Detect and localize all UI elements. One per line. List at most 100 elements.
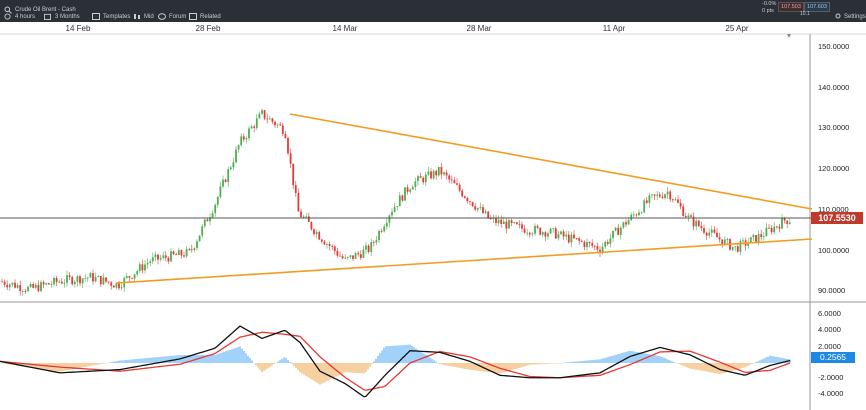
candle-body: [151, 257, 154, 262]
histogram-bar: [129, 359, 131, 363]
histogram-bar: [729, 363, 731, 372]
histogram-bar: [401, 345, 403, 363]
candle-body: [606, 241, 609, 244]
candle-body: [570, 234, 573, 243]
histogram-bar: [299, 363, 301, 373]
histogram-bar: [739, 363, 741, 369]
forum-button[interactable]: Forum: [158, 12, 186, 22]
candle-body: [42, 282, 45, 285]
timeframe-dropdown[interactable]: 4 hours: [4, 12, 35, 22]
histogram-bar: [183, 355, 185, 363]
histogram-bar: [355, 363, 357, 373]
histogram-bar: [185, 355, 187, 363]
related-button[interactable]: Related: [189, 12, 221, 22]
histogram-bar: [751, 363, 753, 365]
histogram-bar: [349, 363, 351, 373]
candle-body: [716, 232, 718, 238]
histogram-bar: [609, 356, 611, 363]
candle-body: [697, 220, 700, 227]
candle-body: [567, 234, 570, 243]
candle-body: [456, 183, 458, 185]
histogram-bar: [149, 357, 151, 363]
histogram-bar: [353, 363, 355, 373]
settings-button[interactable]: Settings: [835, 12, 866, 22]
candle-body: [773, 226, 776, 233]
candle-body: [742, 240, 744, 242]
candle-body: [346, 256, 349, 258]
histogram-bar: [125, 359, 127, 363]
candle-body: [261, 110, 263, 114]
candle-body: [3, 281, 6, 285]
upper-trendline[interactable]: [289, 113, 813, 210]
candle-body: [755, 235, 757, 243]
candle-body: [463, 196, 466, 198]
candle-body: [167, 257, 170, 262]
histogram-bar: [261, 363, 263, 373]
instrument-selector[interactable]: Crude Oil Brent - Cash: [4, 5, 76, 15]
date-tick-25-apr: 25 Apr: [725, 24, 748, 33]
candle-body: [60, 281, 63, 284]
candle-body: [385, 222, 388, 227]
candle-body: [604, 241, 607, 247]
candle-body: [609, 238, 612, 244]
lower-trendline[interactable]: [115, 238, 813, 284]
date-tick-14-mar: 14 Mar: [333, 24, 358, 33]
histogram-bar: [647, 354, 649, 363]
histogram-bar: [771, 355, 773, 363]
candle-body: [159, 257, 162, 260]
buy-button[interactable]: 107.603: [804, 2, 830, 12]
candle-body: [211, 213, 214, 218]
histogram-bar: [217, 353, 219, 363]
histogram-bar: [169, 355, 171, 363]
candle-body: [479, 207, 482, 208]
candle-body: [632, 214, 635, 216]
mid-button[interactable]: Mid: [133, 12, 154, 22]
range-dropdown[interactable]: 3 Months: [44, 12, 80, 22]
candle-body: [703, 228, 705, 233]
histogram-bar: [255, 363, 257, 366]
histogram-bar: [455, 363, 457, 368]
candle-body: [112, 285, 115, 288]
candle-body: [586, 242, 588, 248]
candle-body: [222, 179, 224, 187]
histogram-bar: [599, 359, 601, 363]
histogram-bar: [607, 357, 609, 363]
candle-body: [484, 211, 487, 214]
histogram-bar: [307, 363, 309, 378]
templates-icon: [92, 12, 100, 20]
candle-body: [705, 232, 708, 236]
sell-button[interactable]: 107.503: [778, 2, 804, 12]
candle-body: [505, 221, 508, 229]
date-tick-28-feb: 28 Feb: [196, 24, 221, 33]
histogram-bar: [367, 363, 369, 370]
candle-body: [523, 228, 526, 233]
candle-body: [448, 175, 451, 180]
histogram-bar: [381, 350, 383, 363]
candle-body: [419, 176, 422, 178]
instrument-name: Crude Oil Brent - Cash: [15, 7, 76, 13]
candle-body: [718, 237, 721, 240]
histogram-bar: [93, 363, 95, 366]
candle-body: [583, 241, 586, 248]
histogram-bar: [663, 357, 665, 363]
histogram-bar: [27, 363, 29, 368]
histogram-bar: [219, 353, 221, 363]
histogram-bar: [267, 363, 269, 369]
histogram-bar: [603, 358, 605, 363]
candle-body: [487, 211, 490, 219]
histogram-bar: [91, 363, 93, 366]
candle-body: [118, 283, 120, 289]
price-chart[interactable]: 14 Feb 28 Feb 14 Mar 28 Mar 11 Apr 25 Ap…: [0, 22, 866, 410]
candle-body: [185, 249, 188, 257]
candle-body: [333, 246, 336, 252]
histogram-bar: [365, 363, 367, 373]
templates-button[interactable]: Templates: [92, 12, 130, 22]
histogram-bar: [249, 358, 251, 363]
indicator-line: [0, 325, 791, 398]
candle-body: [1, 281, 3, 283]
histogram-bar: [269, 363, 271, 367]
histogram-bar: [33, 363, 35, 368]
candle-body: [424, 174, 427, 183]
candle-body: [614, 227, 617, 231]
histogram-bar: [713, 363, 715, 373]
